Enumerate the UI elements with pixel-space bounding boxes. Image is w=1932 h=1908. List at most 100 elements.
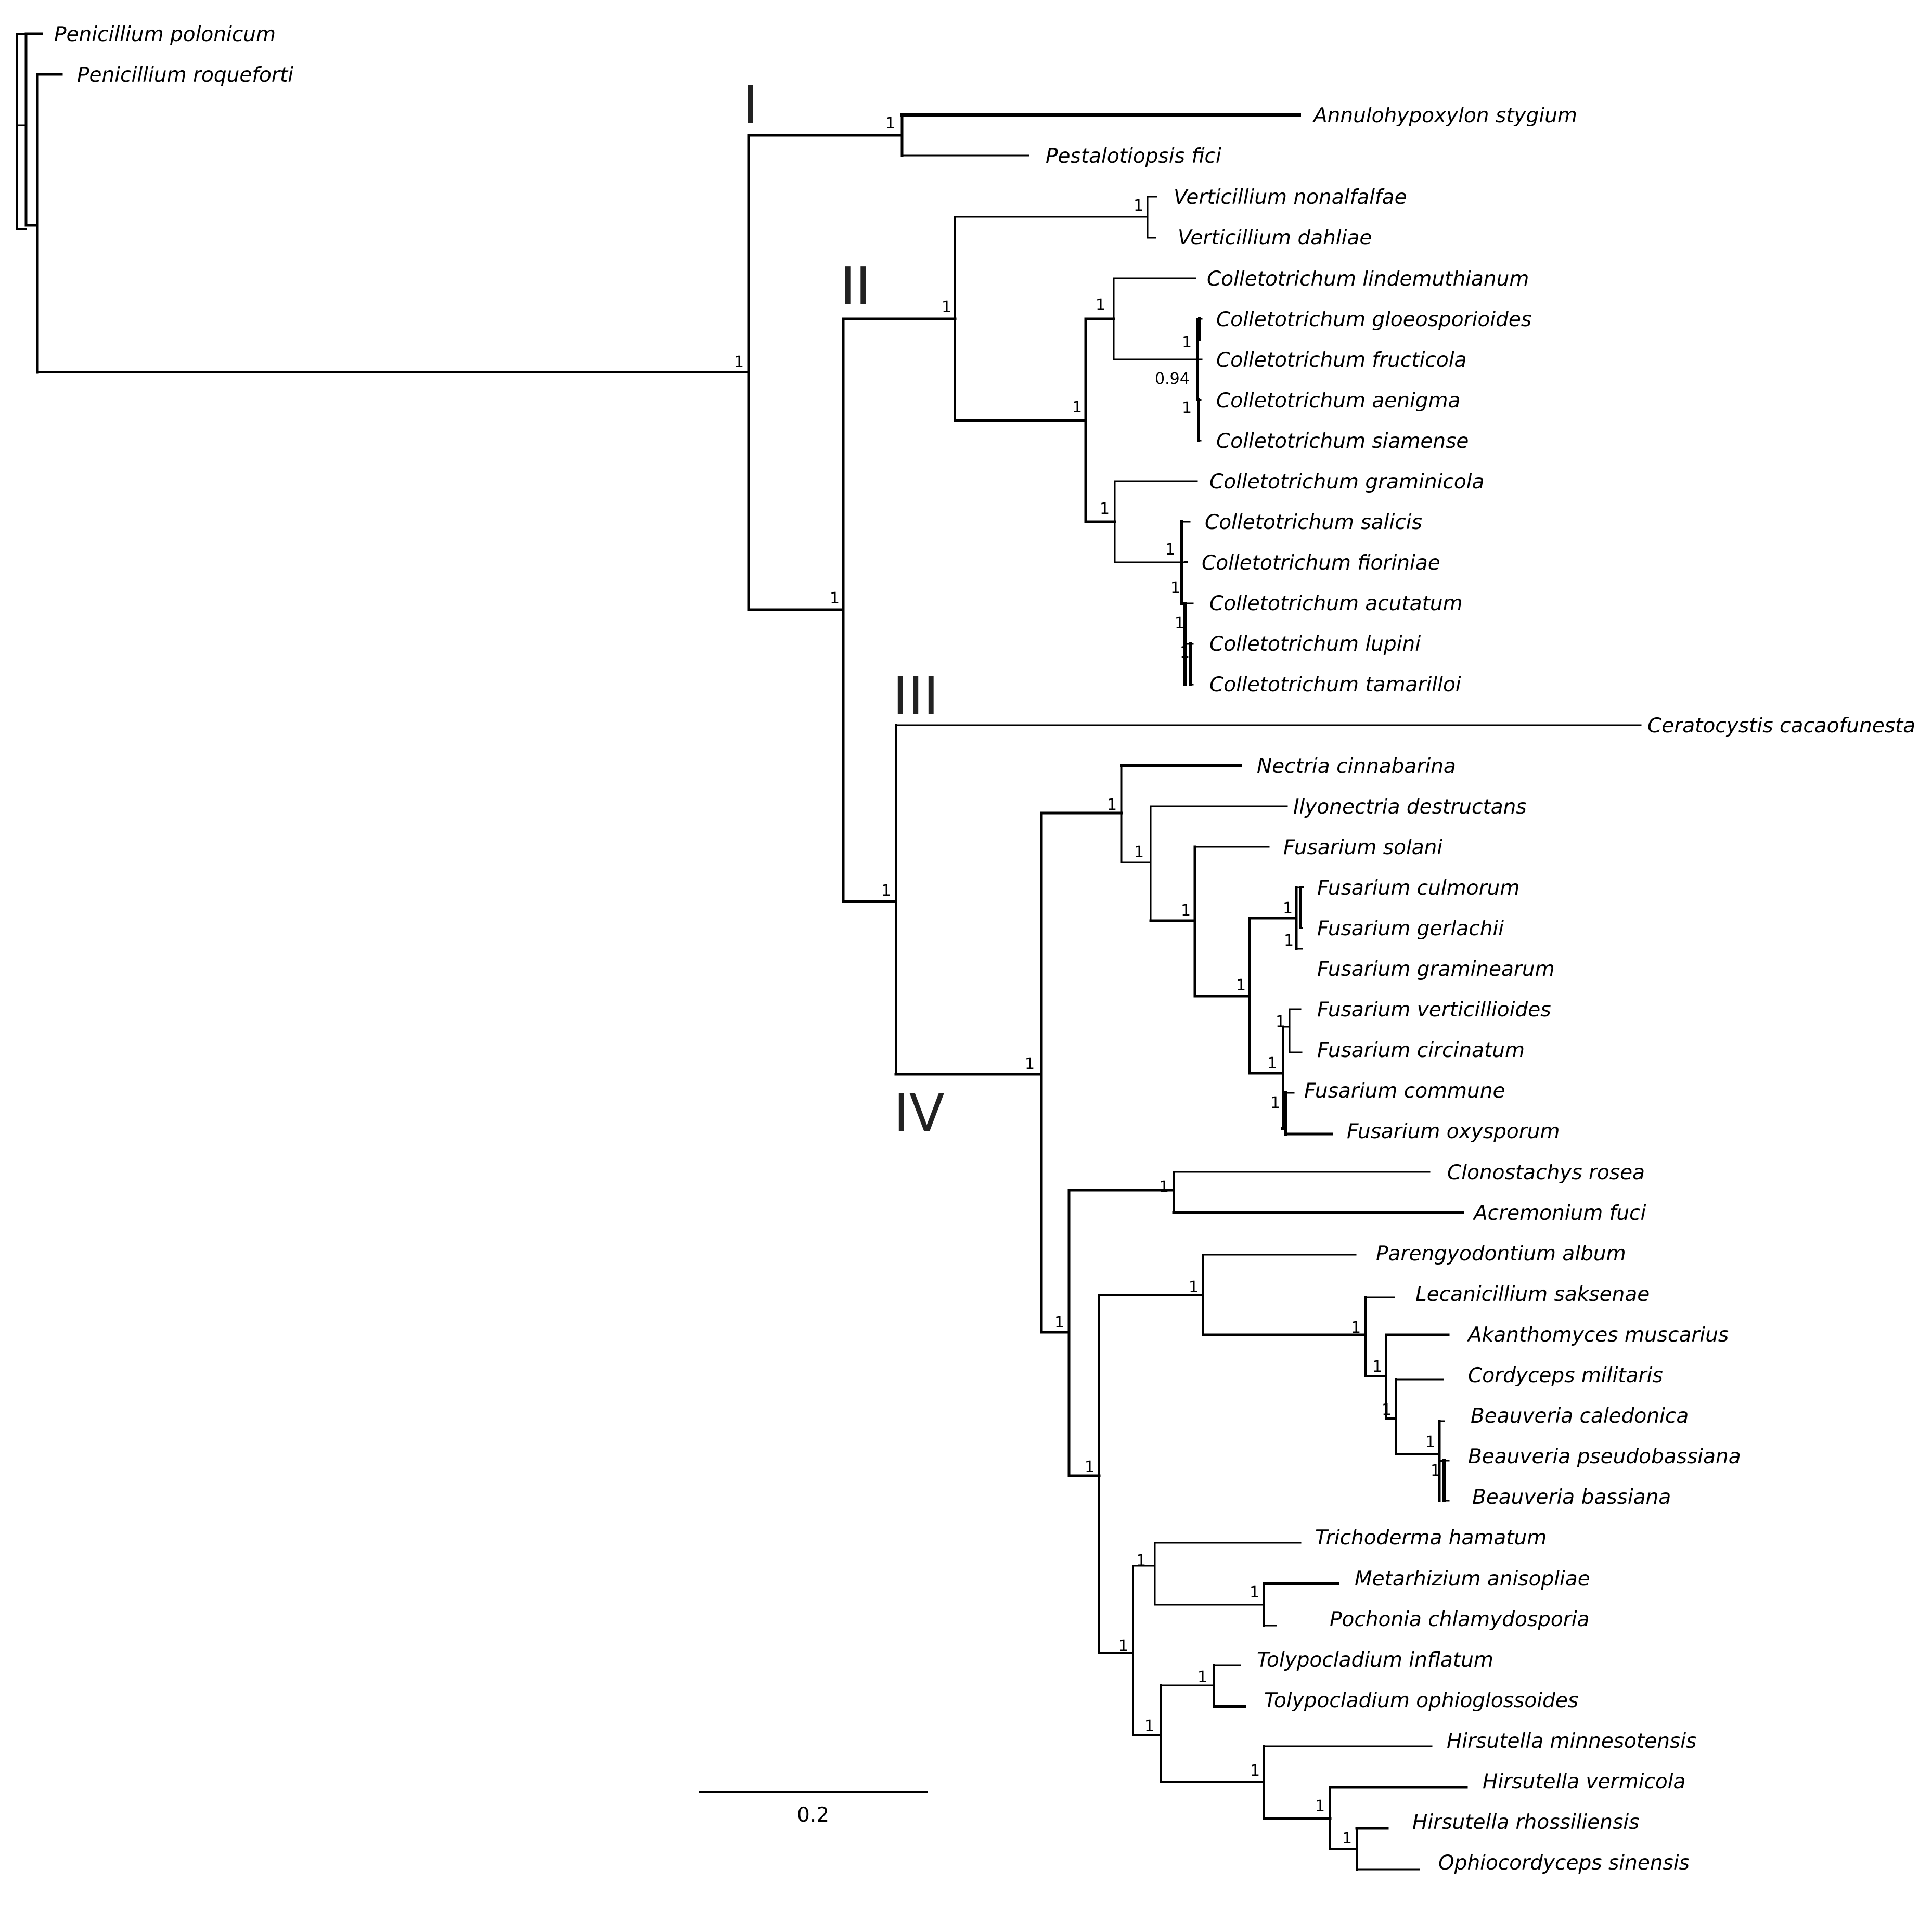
support-value: 1 xyxy=(1250,1762,1260,1780)
support-value: 1 xyxy=(1085,1458,1094,1476)
support-values: 1 1 1 1 1 1 1 1 0.94 1 1 1 1 1 1 1 1 1 1… xyxy=(734,114,1440,1848)
tip-verticillium-dahliae: Verticillium dahliae xyxy=(1178,226,1372,250)
tip-tolypocladium-inflatum: Tolypocladium inflatum xyxy=(1257,1648,1493,1672)
tip-fusarium-solani: Fusarium solani xyxy=(1283,836,1442,859)
tip-colletotrichum-acutatum: Colletotrichum acutatum xyxy=(1209,592,1463,615)
clade-label-IV: IV xyxy=(894,1082,945,1143)
tip-verticillium-nonalfalfae: Verticillium nonalfalfae xyxy=(1174,186,1407,209)
tip-tolypocladium-ophioglossoides: Tolypocladium ophioglossoides xyxy=(1264,1689,1578,1712)
support-value: 1 xyxy=(1382,1401,1392,1419)
tip-beauveria-bassiana: Beauveria bassiana xyxy=(1472,1486,1671,1509)
support-value: 1 xyxy=(1270,1094,1280,1112)
tip-clonostachys-rosea: Clonostachys rosea xyxy=(1447,1161,1645,1184)
support-value: 1 xyxy=(734,353,744,371)
support-value: 1 xyxy=(881,882,891,900)
tip-fusarium-commune: Fusarium commune xyxy=(1304,1079,1505,1103)
tip-trichoderma-hamatum: Trichoderma hamatum xyxy=(1315,1526,1547,1550)
support-value: 1 xyxy=(1182,399,1192,417)
tip-labels: Penicillium polonicum Penicillium roquef… xyxy=(54,23,1915,1875)
support-value: 1 xyxy=(1284,932,1294,950)
support-value: 1 xyxy=(1159,1178,1169,1196)
support-value: 1 xyxy=(1276,1013,1285,1031)
support-value: 1 xyxy=(1425,1433,1435,1451)
tip-colletotrichum-salicis: Colletotrichum salicis xyxy=(1205,511,1422,534)
support-value: 1 xyxy=(1100,500,1110,518)
support-value: 1 xyxy=(1315,1797,1325,1815)
tip-hirsutella-vermicola: Hirsutella vermicola xyxy=(1483,1770,1685,1794)
support-value: 1 xyxy=(1342,1829,1352,1848)
support-value: 1 xyxy=(1165,540,1175,559)
support-value: 1 xyxy=(1175,614,1184,633)
clade-label-I: I xyxy=(743,74,758,135)
tip-lecanicillium-saksenae: Lecanicillium saksenae xyxy=(1415,1283,1650,1306)
tip-beauveria-pseudobassiana: Beauveria pseudobassiana xyxy=(1468,1445,1741,1468)
tip-akanthomyces-muscarius: Akanthomyces muscarius xyxy=(1466,1323,1729,1347)
clade-label-III: III xyxy=(893,665,938,726)
tip-ceratocystis-cacaofunesta: Ceratocystis cacaofunesta xyxy=(1647,714,1915,738)
tip-colletotrichum-lupini: Colletotrichum lupini xyxy=(1209,633,1421,656)
support-value: 1 xyxy=(1236,976,1246,995)
tip-colletotrichum-fructicola: Colletotrichum fructicola xyxy=(1216,349,1466,372)
tip-colletotrichum-graminicola: Colletotrichum graminicola xyxy=(1209,470,1484,494)
support-value: 1 xyxy=(1197,1668,1207,1686)
support-value: 1 xyxy=(1189,1278,1199,1296)
tip-colletotrichum-fioriniae: Colletotrichum fioriniae xyxy=(1202,551,1440,575)
tip-colletotrichum-lindemuthianum: Colletotrichum lindemuthianum xyxy=(1207,267,1529,291)
branches xyxy=(16,32,1642,1871)
support-value: 1 xyxy=(1025,1055,1035,1073)
tip-fusarium-culmorum: Fusarium culmorum xyxy=(1317,876,1519,900)
tip-ophiocordyceps-sinensis: Ophiocordyceps sinensis xyxy=(1438,1851,1690,1875)
tip-metarhizium-anisopliae: Metarhizium anisopliae xyxy=(1355,1567,1590,1591)
scale-bar: 0.2 xyxy=(699,1791,928,1827)
support-value: 1 xyxy=(1118,1637,1128,1655)
support-value: 1 xyxy=(1351,1319,1361,1337)
support-value: 1 xyxy=(830,589,840,608)
tip-pestalotiopsis-fici: Pestalotiopsis fici xyxy=(1046,145,1221,168)
support-value: 1 xyxy=(1431,1462,1440,1480)
support-value: 1 xyxy=(1283,899,1293,918)
support-value: 1 xyxy=(1096,296,1105,314)
support-value: 1 xyxy=(1134,843,1144,861)
tip-nectria-cinnabarina: Nectria cinnabarina xyxy=(1257,755,1456,778)
tip-pochonia-chlamydosporia: Pochonia chlamydosporia xyxy=(1330,1608,1590,1631)
tip-colletotrichum-tamarilloi: Colletotrichum tamarilloi xyxy=(1209,673,1461,697)
tip-fusarium-circinatum: Fusarium circinatum xyxy=(1317,1039,1525,1062)
support-value: 1 xyxy=(1372,1358,1382,1376)
scale-bar-label: 0.2 xyxy=(797,1803,829,1827)
support-value: 1 xyxy=(1136,1552,1146,1570)
support-value: 1 xyxy=(1054,1313,1064,1332)
tip-acremonium-fuci: Acremonium fuci xyxy=(1472,1202,1646,1225)
support-value: 1 xyxy=(1267,1054,1277,1073)
tip-hirsutella-rhossiliensis: Hirsutella rhossiliensis xyxy=(1412,1811,1639,1834)
tip-penicillium-polonicum: Penicillium polonicum xyxy=(54,23,276,46)
tip-fusarium-verticillioides: Fusarium verticillioides xyxy=(1317,998,1551,1022)
support-value: 1 xyxy=(1250,1583,1259,1602)
support-value-fructicola: 0.94 xyxy=(1155,370,1190,388)
tip-cordyceps-militaris: Cordyceps militaris xyxy=(1468,1364,1663,1387)
support-value: 1 xyxy=(885,114,895,133)
tip-hirsutella-minnesotensis: Hirsutella minnesotensis xyxy=(1447,1730,1696,1753)
clade-label-II: II xyxy=(840,256,871,317)
support-value: 1 xyxy=(1170,579,1180,597)
support-value: 1 xyxy=(1181,901,1191,920)
support-value: 1 xyxy=(942,298,951,316)
tip-colletotrichum-aenigma: Colletotrichum aenigma xyxy=(1216,389,1460,412)
support-value: 1 xyxy=(1134,197,1143,215)
support-value: 1 xyxy=(1144,1717,1154,1735)
tip-fusarium-gerlachii: Fusarium gerlachii xyxy=(1317,917,1504,940)
tip-penicillium-roqueforti: Penicillium roqueforti xyxy=(77,63,293,87)
support-value: 1 xyxy=(1182,333,1192,352)
tip-beauveria-caledonica: Beauveria caledonica xyxy=(1471,1404,1689,1428)
support-value: 1 xyxy=(1180,643,1190,662)
support-value: 1 xyxy=(1072,398,1082,417)
tip-annulohypoxylon-stygium: Annulohypoxylon stygium xyxy=(1312,104,1577,127)
tip-fusarium-graminearum: Fusarium graminearum xyxy=(1317,958,1555,981)
tip-colletotrichum-siamense: Colletotrichum siamense xyxy=(1216,430,1469,453)
tip-colletotrichum-gloeosporioides: Colletotrichum gloeosporioides xyxy=(1216,308,1531,331)
clade-labels: I II III IV xyxy=(743,74,945,1143)
support-value: 1 xyxy=(1107,796,1117,814)
tip-parengyodontium-album: Parengyodontium album xyxy=(1376,1242,1626,1266)
tip-fusarium-oxysporum: Fusarium oxysporum xyxy=(1347,1120,1560,1143)
tip-ilyonectria-destructans: Ilyonectria destructans xyxy=(1293,795,1527,819)
